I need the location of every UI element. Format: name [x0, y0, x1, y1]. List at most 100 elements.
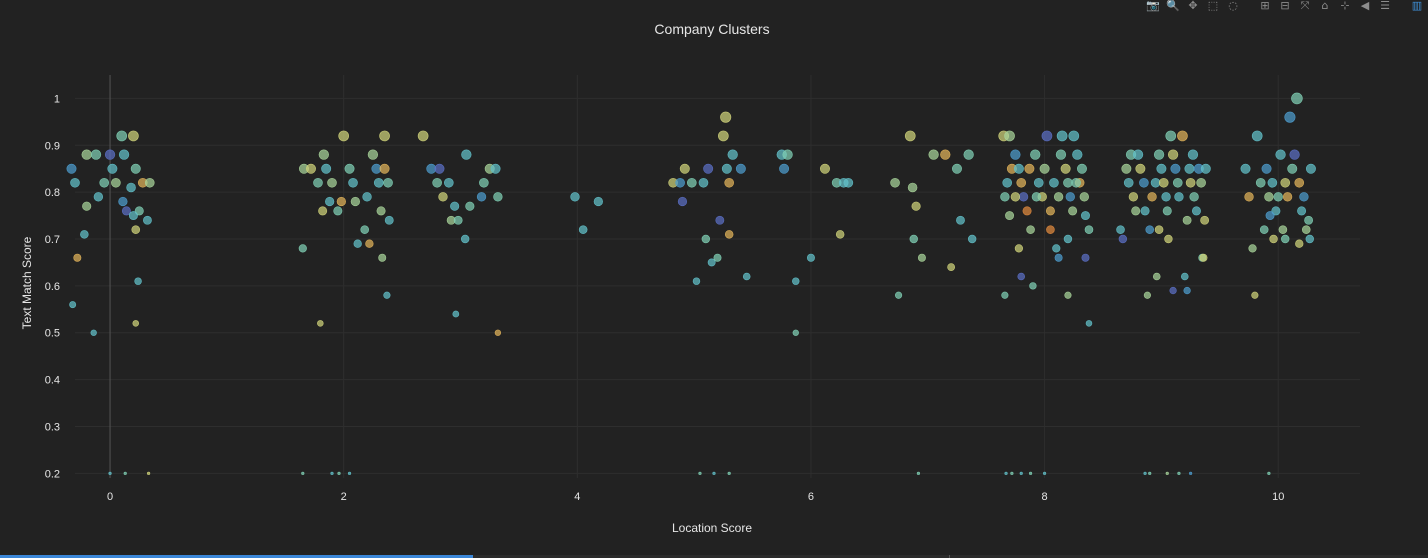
data-point[interactable] — [1055, 149, 1067, 160]
data-point[interactable] — [1041, 130, 1053, 142]
data-point[interactable] — [379, 163, 390, 174]
data-point[interactable] — [317, 320, 324, 327]
data-point[interactable] — [1060, 163, 1071, 174]
data-point[interactable] — [301, 471, 305, 475]
data-point[interactable] — [321, 163, 332, 174]
data-point[interactable] — [118, 149, 130, 160]
data-point[interactable] — [963, 149, 974, 160]
data-point[interactable] — [99, 177, 110, 188]
data-point[interactable] — [123, 471, 127, 475]
pan-icon[interactable]: ✥ — [1188, 0, 1198, 12]
data-point[interactable] — [434, 163, 445, 174]
data-point[interactable] — [1172, 177, 1183, 188]
data-point[interactable] — [1305, 163, 1316, 174]
data-point[interactable] — [417, 130, 429, 142]
data-point[interactable] — [121, 206, 131, 216]
data-point[interactable] — [1017, 272, 1026, 281]
data-point[interactable] — [116, 130, 128, 142]
data-point[interactable] — [353, 239, 362, 248]
data-point[interactable] — [967, 234, 977, 244]
data-point[interactable] — [956, 215, 965, 225]
data-point[interactable] — [336, 196, 346, 207]
data-point[interactable] — [1068, 130, 1080, 142]
data-point[interactable] — [383, 177, 393, 188]
data-point[interactable] — [1273, 192, 1283, 202]
data-point[interactable] — [1079, 192, 1089, 202]
data-point[interactable] — [1010, 149, 1021, 160]
data-point[interactable] — [701, 234, 711, 244]
data-point[interactable] — [1305, 234, 1314, 244]
data-point[interactable] — [1016, 177, 1027, 188]
data-point[interactable] — [1291, 92, 1303, 105]
data-point[interactable] — [1068, 206, 1078, 216]
data-point[interactable] — [131, 225, 141, 234]
data-point[interactable] — [1145, 225, 1155, 234]
data-point[interactable] — [1002, 177, 1013, 188]
data-point[interactable] — [1265, 211, 1275, 221]
data-point[interactable] — [1081, 211, 1090, 221]
data-point[interactable] — [679, 163, 690, 174]
data-point[interactable] — [677, 196, 688, 207]
data-point[interactable] — [337, 471, 341, 475]
data-point[interactable] — [1071, 177, 1081, 188]
data-point[interactable] — [134, 206, 144, 216]
hover-compare-icon[interactable]: ☰ — [1380, 0, 1390, 12]
data-point[interactable] — [806, 253, 815, 262]
data-point[interactable] — [1255, 177, 1266, 188]
zoom-out-icon[interactable]: ⊟ — [1280, 0, 1290, 12]
data-point[interactable] — [907, 182, 918, 193]
data-point[interactable] — [1164, 234, 1173, 244]
data-point[interactable] — [940, 149, 951, 160]
data-point[interactable] — [715, 215, 725, 225]
data-point[interactable] — [1167, 149, 1179, 160]
lasso-select-icon[interactable]: ◌ — [1228, 0, 1238, 12]
data-point[interactable] — [69, 301, 77, 309]
data-point[interactable] — [1005, 211, 1015, 221]
data-point[interactable] — [1000, 192, 1010, 202]
data-point[interactable] — [1169, 286, 1177, 295]
data-point[interactable] — [465, 201, 475, 211]
data-point[interactable] — [724, 177, 735, 188]
data-point[interactable] — [718, 130, 729, 142]
data-point[interactable] — [1281, 234, 1290, 244]
data-point[interactable] — [703, 163, 714, 174]
data-point[interactable] — [1143, 291, 1151, 299]
data-point[interactable] — [450, 201, 460, 211]
data-point[interactable] — [843, 177, 854, 188]
data-point[interactable] — [134, 277, 142, 285]
data-point[interactable] — [132, 320, 140, 327]
data-point[interactable] — [493, 192, 503, 202]
data-point[interactable] — [1174, 192, 1184, 202]
data-point[interactable] — [911, 201, 921, 211]
data-point[interactable] — [1189, 471, 1193, 475]
data-point[interactable] — [570, 192, 580, 202]
data-point[interactable] — [1154, 225, 1164, 234]
data-point[interactable] — [1081, 253, 1090, 262]
data-point[interactable] — [494, 329, 502, 336]
hover-closest-icon[interactable]: ◀ — [1360, 0, 1370, 12]
data-point[interactable] — [1033, 177, 1044, 188]
data-point[interactable] — [1165, 130, 1177, 142]
data-point[interactable] — [362, 192, 372, 202]
data-point[interactable] — [66, 163, 77, 174]
data-point[interactable] — [1267, 177, 1278, 188]
data-point[interactable] — [916, 471, 921, 475]
data-point[interactable] — [721, 163, 732, 174]
data-point[interactable] — [782, 149, 793, 160]
data-point[interactable] — [1156, 163, 1167, 174]
data-point[interactable] — [1049, 177, 1059, 188]
data-point[interactable] — [107, 163, 118, 174]
data-point[interactable] — [712, 471, 716, 475]
data-point[interactable] — [1072, 149, 1083, 160]
data-point[interactable] — [1297, 206, 1307, 216]
data-point[interactable] — [438, 192, 448, 202]
data-point[interactable] — [80, 230, 89, 239]
data-point[interactable] — [452, 310, 460, 318]
data-point[interactable] — [1147, 192, 1157, 202]
data-point[interactable] — [1251, 130, 1263, 142]
data-point[interactable] — [951, 163, 962, 174]
data-point[interactable] — [928, 149, 939, 160]
data-point[interactable] — [1143, 471, 1147, 475]
data-point[interactable] — [1294, 177, 1305, 188]
data-point[interactable] — [1052, 244, 1061, 253]
